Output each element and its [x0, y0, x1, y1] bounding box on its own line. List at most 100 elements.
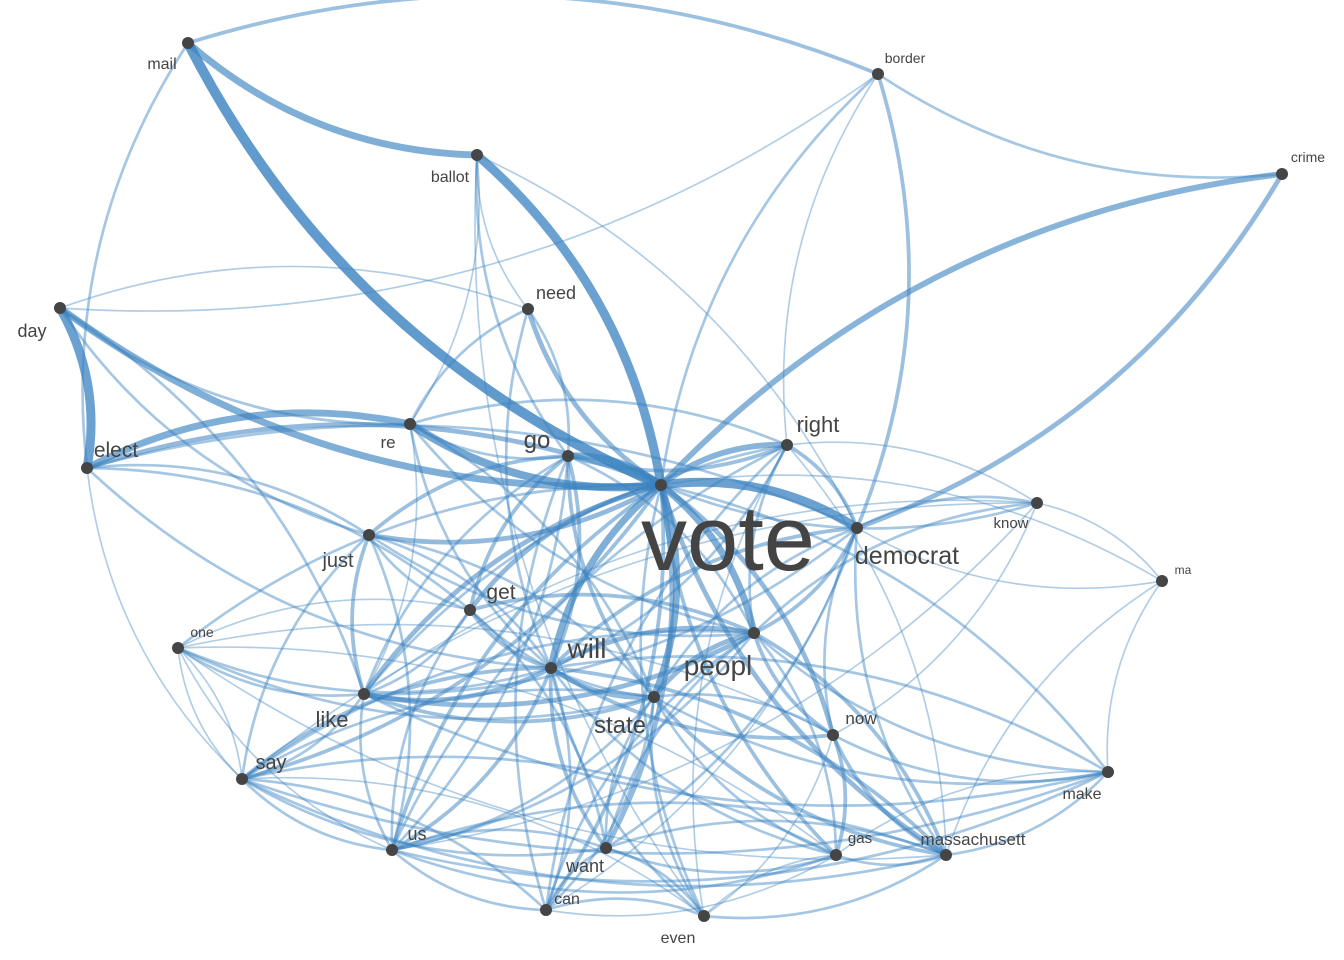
label-get: get [486, 581, 515, 604]
label-say: say [255, 752, 286, 774]
edge-just-say [240, 533, 371, 781]
edge-like-know [363, 499, 1038, 695]
edge-border-crime [876, 72, 1284, 179]
edge-mail-ballot [184, 39, 481, 159]
edge-will-want [548, 666, 608, 850]
node-ma [1156, 575, 1168, 587]
edge-state-say [240, 688, 656, 781]
edge-go-right [566, 443, 789, 473]
edge-want-can [544, 846, 608, 912]
node-want [600, 842, 612, 854]
edge-like-democrat [362, 526, 859, 696]
edge-state-can [544, 695, 656, 912]
edge-go-like [362, 454, 570, 696]
node-us [386, 844, 398, 856]
node-now [827, 729, 839, 741]
edge-re-like [363, 423, 418, 695]
edge-democrat-right [785, 443, 859, 530]
label-know: know [993, 515, 1028, 532]
edge-now-democrat [823, 526, 859, 737]
label-want: want [565, 856, 604, 876]
edge-massachusett-gas [834, 853, 948, 867]
edge-vote-will [547, 481, 665, 672]
label-ballot: ballot [431, 169, 470, 186]
edge-ballot-go [475, 153, 570, 458]
edge-know-us [391, 502, 1038, 851]
node-even [698, 910, 710, 922]
edge-re-state [408, 422, 656, 699]
node-go [562, 450, 574, 462]
edge-vote-just [366, 482, 664, 545]
edge-peopl-right [748, 443, 789, 635]
edge-day-like [58, 306, 366, 696]
node-just [363, 529, 375, 541]
edge-day-just [58, 306, 371, 537]
edge-even-massachusett [702, 853, 948, 920]
node-make [1102, 766, 1114, 778]
edge-ballot-re [409, 154, 481, 425]
edge-us-make [390, 770, 1110, 883]
edge-one-massachusett [177, 647, 947, 861]
edge-state-even [650, 695, 706, 918]
edge-state-want [604, 695, 656, 850]
label-peopl: peopl [684, 650, 753, 681]
label-need: need [536, 283, 576, 303]
label-state: state [594, 712, 646, 739]
edge-like-make [362, 692, 1110, 807]
edge-peopl-us [390, 631, 756, 852]
node-will [545, 662, 557, 674]
edge-will-right [549, 443, 789, 670]
edge-will-now [549, 666, 835, 740]
node-layer [54, 37, 1288, 922]
label-right: right [797, 412, 840, 437]
label-gas: gas [848, 830, 872, 847]
node-elect [81, 462, 93, 474]
edge-elect-re [83, 409, 414, 472]
label-mail: mail [147, 56, 176, 73]
edge-peopl-say [240, 629, 756, 781]
edge-make-ma [1106, 580, 1163, 773]
edge-ballot-even [474, 154, 705, 917]
edge-democrat-ma [856, 527, 1163, 590]
label-go: go [524, 427, 551, 454]
edge-border-democrat [855, 72, 911, 530]
edge-mail-border [186, 0, 880, 76]
edge-like-one [176, 646, 366, 697]
edge-crime-democrat [854, 171, 1285, 531]
edge-will-massachusett [549, 666, 948, 857]
edge-say-us [240, 777, 394, 852]
edge-re-will [408, 422, 553, 670]
edge-re-vote [406, 420, 665, 492]
edge-like-us [359, 692, 394, 852]
edge-say-massachusett [240, 777, 948, 888]
edge-day-border [59, 73, 879, 312]
edge-border-vote [659, 72, 880, 487]
edge-peopl-massachusett [752, 631, 948, 857]
edge-go-state [566, 454, 656, 699]
label-us: us [407, 824, 426, 844]
edge-peopl-want [604, 631, 756, 850]
node-like [358, 688, 370, 700]
node-one [172, 642, 184, 654]
node-gas [830, 849, 842, 861]
edge-peopl-make [752, 631, 1110, 774]
edge-elect-get [85, 466, 472, 612]
edge-vote-one [176, 483, 663, 650]
edge-just-like [350, 533, 371, 696]
edge-right-vote [658, 441, 790, 488]
edge-say-want [240, 777, 608, 857]
node-democrat [851, 522, 863, 534]
edge-vote-ma [660, 474, 1163, 582]
edge-will-democrat [549, 526, 859, 670]
edge-make-gas [835, 770, 1109, 856]
label-just: just [321, 550, 354, 572]
label-even: even [661, 930, 696, 947]
node-massachusett [940, 849, 952, 861]
node-peopl [748, 627, 760, 639]
edge-will-make [549, 655, 1110, 774]
edge-us-massachusett [390, 801, 948, 857]
edge-know-right [786, 441, 1038, 504]
edge-massachusett-right [786, 444, 947, 856]
edge-now-gas [831, 733, 848, 857]
edge-say-gas [240, 755, 838, 857]
